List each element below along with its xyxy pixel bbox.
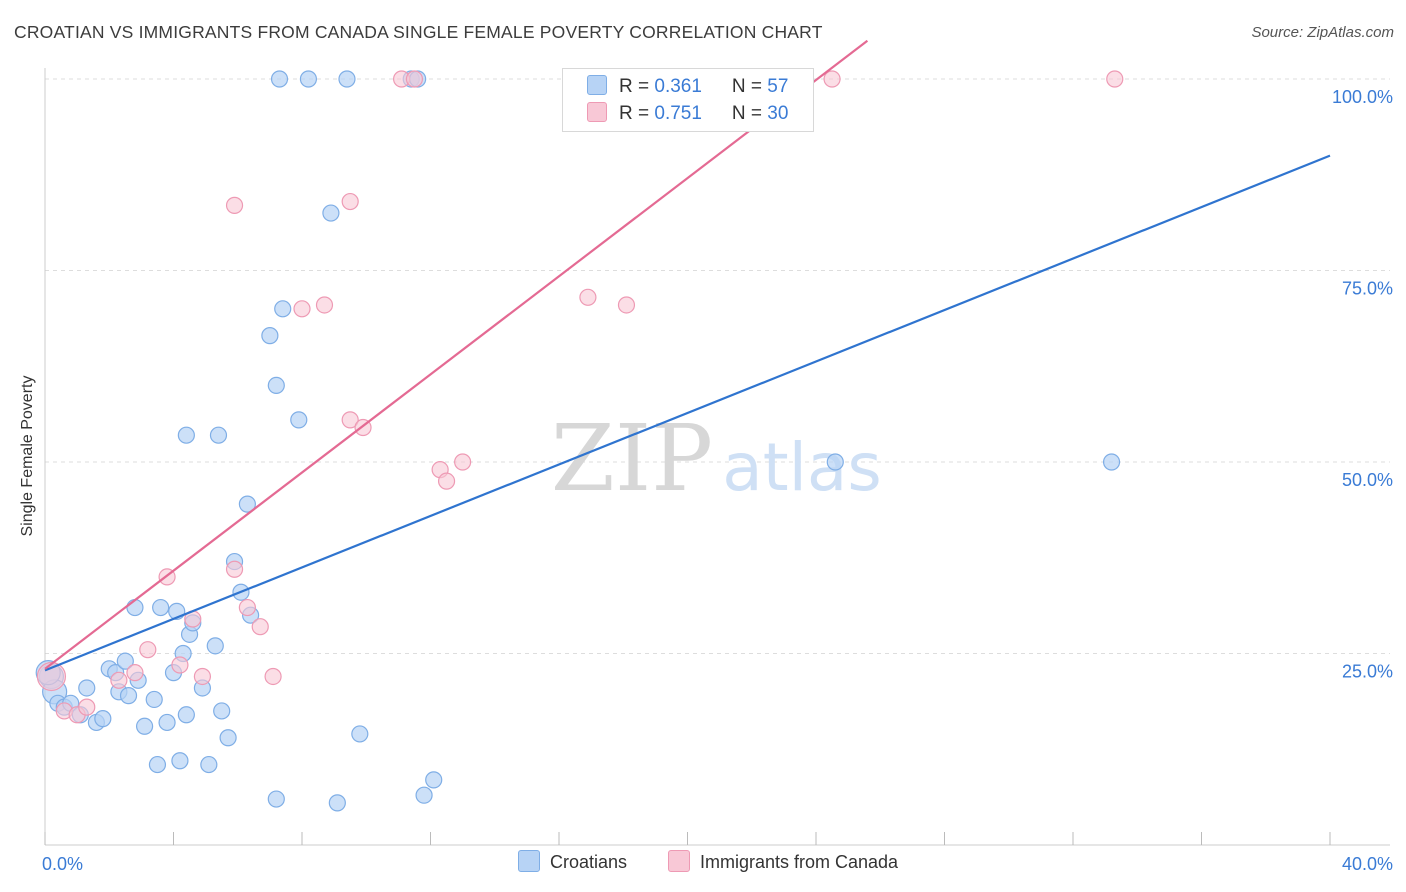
legend-n-canada: 30: [767, 103, 789, 124]
x-tick-label: 0.0%: [42, 854, 83, 874]
bottom-label-canada: Immigrants from Canada: [700, 852, 899, 872]
chart-title: CROATIAN VS IMMIGRANTS FROM CANADA SINGL…: [14, 22, 823, 42]
data-point-canada: [454, 453, 472, 471]
data-point-canada: [617, 296, 636, 314]
data-point-canada: [315, 296, 334, 314]
watermark-atlas: atlas: [722, 429, 882, 506]
data-point-croatians: [299, 70, 318, 88]
axes: [44, 68, 1390, 846]
watermark: ZIP atlas: [551, 405, 882, 512]
trend-lines: [44, 39, 1331, 672]
legend-n-croatians: 57: [767, 76, 789, 97]
data-point-croatians: [322, 204, 340, 222]
data-point-canada: [139, 641, 157, 659]
data-point-croatians: [338, 70, 356, 88]
data-point-croatians: [290, 411, 308, 429]
trend-line-croatians: [44, 154, 1331, 672]
data-point-croatians: [267, 376, 285, 394]
legend-row-canada: R = 0.751 N = 30: [587, 101, 789, 125]
data-point-canada: [264, 667, 282, 686]
stats-legend: R = 0.361 N = 57 R = 0.751 N = 30: [562, 68, 814, 132]
data-point-croatians: [261, 327, 279, 345]
y-axis-label: Single Female Poverty: [19, 375, 36, 537]
data-point-canada: [126, 664, 144, 682]
data-point-croatians: [274, 300, 292, 318]
data-point-croatians: [177, 706, 195, 724]
bottom-label-croatians: Croatians: [550, 852, 628, 872]
data-point-canada: [225, 196, 244, 214]
gridlines: [45, 78, 1390, 654]
data-point-canada: [225, 560, 244, 578]
data-point-canada: [238, 598, 256, 617]
legend-n-label: N =: [731, 76, 768, 97]
y-tick-label: 100.0%: [1332, 87, 1393, 107]
data-point-canada: [437, 472, 456, 490]
data-point-croatians: [145, 690, 163, 709]
data-point-croatians: [200, 755, 218, 774]
data-point-croatians: [116, 652, 134, 670]
data-point-croatians: [152, 598, 170, 617]
data-point-croatians: [209, 426, 228, 444]
data-point-croatians: [351, 725, 369, 743]
data-point-croatians: [148, 755, 167, 774]
y-tick-label: 50.0%: [1342, 470, 1393, 490]
y-tick-label: 25.0%: [1342, 662, 1393, 682]
data-point-croatians: [425, 771, 443, 789]
tick-labels: 25.0% 50.0% 75.0% 100.0% 0.0% 40.0%: [42, 87, 1393, 874]
data-point-canada: [341, 411, 359, 429]
legend-r-canada: 0.751: [654, 103, 702, 124]
data-point-croatians: [78, 679, 96, 697]
data-point-canada: [579, 288, 597, 306]
data-point-croatians: [206, 637, 224, 655]
data-point-croatians: [1102, 453, 1121, 471]
data-point-canada: [1106, 70, 1124, 88]
data-point-croatians: [238, 495, 256, 513]
data-point-canada: [193, 667, 212, 686]
source-credit: Source: ZipAtlas.com: [1251, 24, 1394, 41]
data-point-croatians: [94, 710, 112, 728]
legend-r-croatians: 0.361: [654, 76, 702, 97]
legend-swatch-canada: [587, 101, 607, 122]
data-point-croatians: [328, 794, 346, 812]
bottom-legend-croatians: Croatians: [518, 850, 628, 874]
data-point-croatians: [219, 729, 237, 747]
data-point-canada: [251, 618, 269, 636]
data-point-croatians: [119, 687, 138, 705]
legend-n-label: N =: [731, 103, 768, 124]
legend-r-label: R =: [619, 103, 655, 124]
data-point-canada: [171, 656, 189, 674]
canada-points: [36, 70, 1124, 724]
data-point-croatians: [171, 752, 189, 770]
x-tick-label: 40.0%: [1342, 854, 1393, 874]
data-point-croatians: [158, 713, 176, 732]
y-tick-label: 75.0%: [1342, 279, 1393, 299]
trend-line-canada: [44, 39, 869, 670]
data-point-canada: [405, 70, 424, 88]
bottom-swatch-croatians: [518, 850, 540, 873]
data-point-croatians: [826, 453, 844, 471]
data-point-canada: [110, 671, 128, 689]
legend-swatch-croatians: [587, 74, 607, 95]
legend-row-croatians: R = 0.361 N = 57: [587, 74, 789, 98]
data-point-canada: [78, 698, 96, 716]
data-point-canada: [341, 192, 359, 211]
data-point-canada: [293, 300, 311, 318]
data-point-croatians: [213, 702, 231, 720]
data-point-croatians: [267, 790, 285, 808]
bottom-legend-canada: Immigrants from Canada: [668, 850, 899, 874]
data-point-croatians: [177, 426, 195, 444]
bottom-swatch-canada: [668, 850, 690, 873]
data-point-croatians: [415, 786, 433, 804]
data-point-croatians: [270, 70, 289, 88]
legend-r-label: R =: [619, 76, 655, 97]
data-point-canada: [36, 661, 67, 692]
data-point-croatians: [135, 717, 154, 735]
data-point-canada: [823, 70, 841, 88]
data-point-croatians: [126, 598, 144, 617]
watermark-zip: ZIP: [551, 405, 713, 512]
